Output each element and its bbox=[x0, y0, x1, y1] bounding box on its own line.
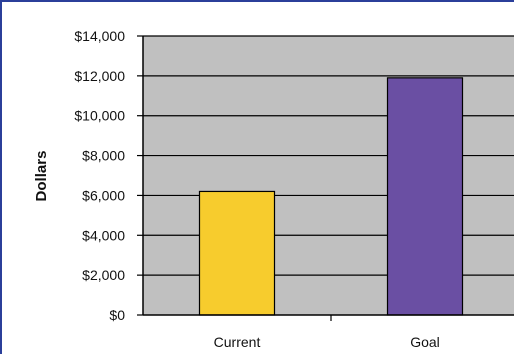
y-tick-label: $12,000 bbox=[74, 68, 125, 84]
x-tick-label: Goal bbox=[410, 334, 440, 350]
bar-current bbox=[198, 190, 276, 316]
x-tick-label: Current bbox=[214, 334, 261, 350]
y-tick-labels: $0 $2,000 $4,000 $6,000 $8,000 $10,000 $12,000… bbox=[74, 28, 125, 323]
y-tick-label: $6,000 bbox=[82, 187, 125, 203]
y-tick-label: $10,000 bbox=[74, 108, 125, 124]
y-tick-label: $2,000 bbox=[82, 267, 125, 283]
y-tick-label: $8,000 bbox=[82, 148, 125, 164]
x-tick-labels: Current Goal bbox=[214, 334, 440, 350]
y-tick-label: $14,000 bbox=[74, 28, 125, 44]
bars bbox=[198, 77, 464, 316]
y-axis-title: Dollars bbox=[33, 151, 50, 202]
y-tick-label: $4,000 bbox=[82, 227, 125, 243]
bar-goal bbox=[386, 77, 464, 316]
y-tick-label: $0 bbox=[109, 307, 125, 323]
axes bbox=[137, 35, 514, 321]
